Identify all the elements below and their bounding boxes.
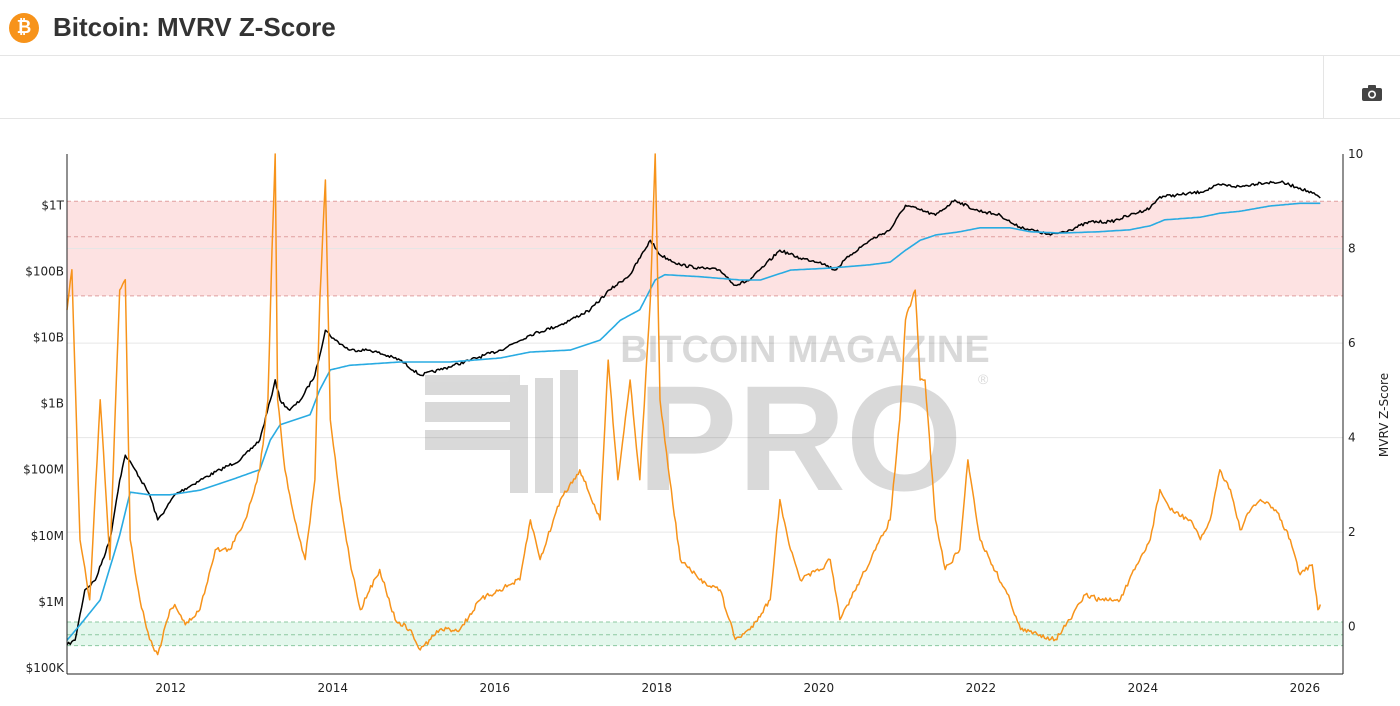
x-tick-label: 2022 <box>966 681 997 695</box>
x-tick-label: 2026 <box>1290 681 1321 695</box>
bitcoin-icon: ₿ <box>9 12 39 43</box>
gridlines <box>67 248 1343 533</box>
camera-icon[interactable] <box>1362 85 1382 101</box>
left-tick-label: $1T <box>41 198 64 212</box>
watermark-mark: ® <box>978 371 989 387</box>
undervalued-band <box>67 622 1343 646</box>
left-tick-label: $10M <box>31 529 64 543</box>
x-tick-label: 2016 <box>479 681 510 695</box>
right-tick-label: 6 <box>1348 336 1356 350</box>
toolbar-divider <box>1323 56 1324 118</box>
series-market-cap <box>66 180 1321 646</box>
chart-toolbar <box>0 56 1400 119</box>
x-tick-label: 2020 <box>804 681 835 695</box>
axes: 2012 2014 2016 2018 2020 2022 2024 2026 $100K $1M… <box>23 147 1363 695</box>
right-tick-label: 4 <box>1348 431 1356 445</box>
x-tick-label: 2018 <box>642 681 673 695</box>
watermark: BITCOIN MAGAZINE PRO ® <box>425 329 990 522</box>
x-tick-label: 2024 <box>1128 681 1159 695</box>
left-tick-label: $10B <box>33 331 64 345</box>
page-header: ₿ Bitcoin: MVRV Z-Score <box>0 0 1400 56</box>
series-realized-cap <box>66 202 1321 641</box>
left-tick-label: $100B <box>25 264 64 278</box>
series-mvrv-z-score <box>66 153 1322 656</box>
left-tick-label: $1M <box>38 595 64 609</box>
watermark-line2: PRO <box>637 354 962 522</box>
watermark-bars <box>425 370 578 493</box>
zone-bands <box>67 200 1343 647</box>
right-tick-label: 0 <box>1348 620 1356 634</box>
right-tick-label: 10 <box>1348 147 1363 161</box>
x-tick-label: 2012 <box>155 681 186 695</box>
watermark-line1: BITCOIN MAGAZINE <box>620 329 989 371</box>
page-title: Bitcoin: MVRV Z-Score <box>53 12 336 42</box>
left-tick-label: $100K <box>26 661 66 675</box>
x-tick-label: 2014 <box>317 681 348 695</box>
right-tick-label: 8 <box>1348 242 1356 256</box>
right-axis-title: MVRV Z-Score <box>1377 373 1391 457</box>
left-tick-label: $100M <box>23 463 64 477</box>
right-tick-label: 2 <box>1348 525 1356 539</box>
left-tick-label: $1B <box>40 397 64 411</box>
